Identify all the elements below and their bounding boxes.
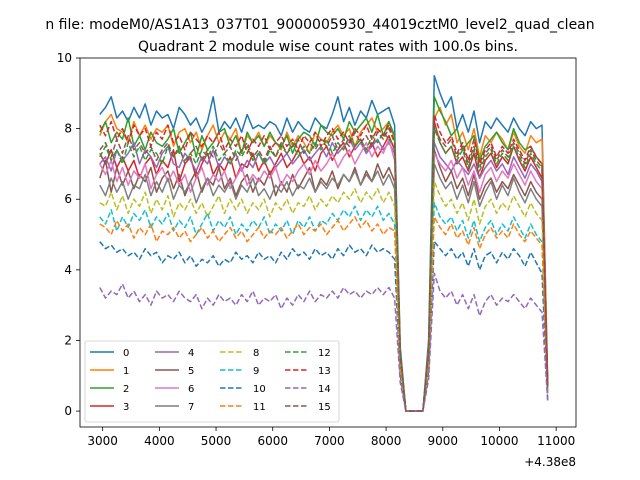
x-tick-label: 7000 [314, 434, 345, 448]
series-line-3 [99, 120, 549, 412]
x-offset-label: +4.38e8 [524, 455, 576, 469]
series-line-13 [99, 113, 549, 412]
series-line-12 [99, 127, 549, 412]
y-tick-label: 10 [57, 51, 72, 65]
legend-label-6: 6 [188, 384, 194, 395]
legend-label-4: 4 [188, 348, 194, 359]
y-tick-label: 4 [64, 263, 72, 277]
legend-label-12: 12 [318, 348, 331, 359]
legend-label-15: 15 [318, 402, 331, 413]
legend-label-1: 1 [123, 366, 129, 377]
legend-label-11: 11 [253, 402, 266, 413]
plot-border [79, 57, 577, 428]
legend-label-5: 5 [188, 366, 194, 377]
y-tick-label: 8 [64, 122, 72, 136]
series-line-7 [99, 163, 549, 412]
x-tick-label: 10000 [480, 434, 518, 448]
x-tick-label: 6000 [257, 434, 288, 448]
series-line-9 [99, 202, 549, 412]
series-line-6 [99, 138, 549, 412]
x-tick-label: 9000 [428, 434, 459, 448]
legend-label-14: 14 [318, 384, 331, 395]
legend-label-10: 10 [253, 384, 266, 395]
legend-label-8: 8 [253, 348, 259, 359]
series-line-10 [99, 240, 549, 412]
x-tick-label: 8000 [371, 434, 402, 448]
y-tick-label: 6 [64, 192, 72, 206]
series-line-11 [99, 216, 549, 412]
series-line-2 [99, 96, 549, 412]
legend-label-3: 3 [123, 402, 129, 413]
legend-label-0: 0 [123, 348, 129, 359]
series-lines [99, 74, 549, 412]
axis-ticks: 3000 4000 5000 6000 7000 8000 9000 10000 11000 0 2… [57, 51, 576, 448]
legend-label-13: 13 [318, 366, 331, 377]
legend-label-2: 2 [123, 384, 129, 395]
series-line-5 [99, 149, 549, 412]
legend-box [84, 340, 340, 423]
x-tick-label: 3000 [87, 434, 118, 448]
x-tick-label: 5000 [201, 434, 232, 448]
x-tick-label: 4000 [144, 434, 175, 448]
legend-label-9: 9 [253, 366, 259, 377]
series-line-8 [99, 180, 549, 412]
legend-label-7: 7 [188, 402, 194, 413]
chart-title: Quadrant 2 module wise count rates with … [138, 39, 518, 55]
y-tick-label: 0 [64, 404, 72, 418]
x-tick-label: 11000 [537, 434, 575, 448]
figure-suptitle: n file: modeM0/AS1A13_037T01_9000005930_… [45, 17, 594, 33]
series-line-4 [99, 138, 549, 412]
series-line-0 [99, 74, 549, 412]
series-line-14 [99, 272, 549, 412]
y-tick-label: 2 [64, 333, 72, 347]
